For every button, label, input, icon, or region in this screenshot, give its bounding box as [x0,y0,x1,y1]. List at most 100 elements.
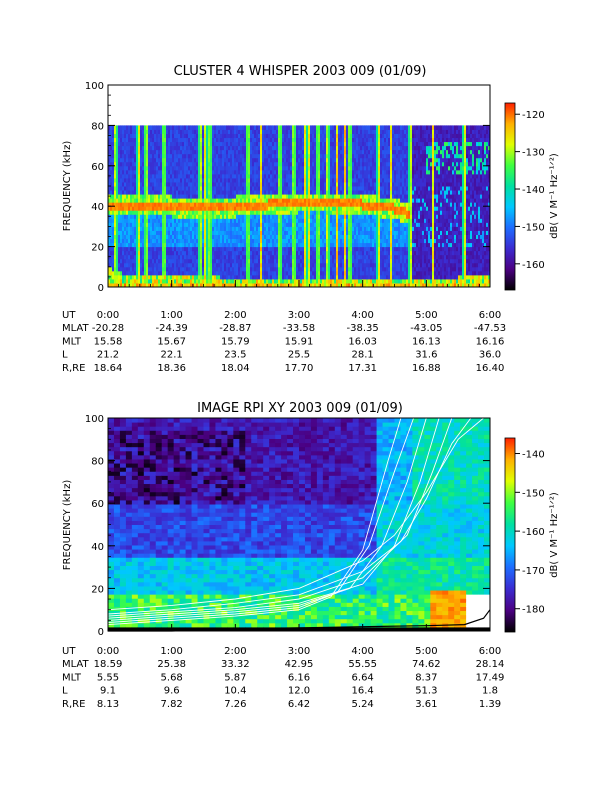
spectrogram-cell [326,214,329,219]
spectrogram-cell [346,145,349,151]
spectrogram-cell [294,262,297,268]
spectrogram-cell [356,266,359,272]
spectrogram-cell [290,242,293,248]
spectrogram-cell [320,218,323,223]
spectrogram-cell [254,266,257,272]
spectrogram-cell [268,254,271,260]
spectrogram-cell [334,206,337,211]
spectrogram-cell [204,234,207,240]
spectrogram-cell [232,230,235,235]
spectrogram-cell [222,181,225,187]
spectrogram-cell [318,274,321,280]
spectrogram-cell [188,141,191,147]
spectrogram-cell [194,145,197,151]
spectrogram-cell [134,226,137,231]
spectrogram-cell [306,141,309,147]
spectrogram-cell [268,194,271,199]
spectrogram-cell [126,214,129,219]
spectrogram-cell [276,214,279,219]
spectrogram-cell [174,186,177,191]
spectrogram-cell [208,250,211,256]
spectrogram-cell [286,198,289,203]
spectrogram-cell [336,129,339,134]
spectrogram-cell [108,181,111,187]
spectrogram-cell [206,222,209,227]
spectrogram-cell [256,250,259,256]
spectrogram-cell [230,210,233,215]
spectrogram-cell [350,153,353,159]
spectrogram-cell [208,282,211,288]
spectrogram-cell [220,226,223,231]
spectrogram-cell [220,202,223,207]
spectrogram-cell [162,198,165,203]
spectrogram-cell [314,214,317,219]
spectrogram-cell [258,133,261,139]
spectrogram-cell [292,222,295,227]
spectrogram-cell [292,270,295,276]
spectrogram-cell [230,141,233,147]
spectrogram-cell [268,157,271,163]
spectrogram-cell [308,230,311,235]
spectrogram-cell [254,250,257,256]
spectrogram-cell [280,282,283,288]
spectrogram-cell [344,230,347,235]
spectrogram-cell [322,153,325,159]
spectrogram-cell [324,173,327,179]
spectrogram-cell [330,278,333,284]
spectrogram-cell [114,266,117,272]
spectrogram-cell [330,262,333,268]
spectrogram-cell [306,246,309,252]
spectrogram-cell [140,270,143,276]
spectrogram-cell [152,194,155,199]
spectrogram-cell [184,266,187,272]
spectrogram-cell [228,250,231,256]
spectrogram-cell [294,149,297,155]
spectrogram-cell [110,169,113,175]
spectrogram-cell [282,198,285,203]
spectrogram-cell [256,238,259,244]
spectrogram-cell [244,177,247,183]
spectrogram-cell [356,194,359,199]
spectrogram-cell [242,161,245,167]
spectrogram-cell [314,278,317,284]
spectrogram-cell [166,234,169,240]
spectrogram-cell [144,270,147,276]
spectrogram-cell [192,278,195,284]
spectrogram-cell [162,266,165,272]
spectrogram-cell [326,194,329,199]
spectrogram-cell [294,177,297,183]
spectrogram-cell [176,133,179,139]
spectrogram-cell [136,270,139,276]
spectrogram-cell [256,226,259,231]
spectrogram-cell [324,186,327,191]
spectrogram-cell [154,230,157,235]
spectrogram-cell [232,242,235,248]
spectrogram-cell [316,153,319,159]
spectrogram-cell [186,218,189,223]
spectrogram-cell [340,190,343,195]
spectrogram-cell [276,181,279,187]
spectrogram-cell [260,177,263,183]
spectrogram-cell [146,246,149,252]
spectrogram-cell [304,202,307,207]
spectrogram-cell [318,129,321,134]
spectrogram-cell [138,214,141,219]
spectrogram-cell [244,190,247,195]
spectrogram-cell [242,137,245,143]
spectrogram-cell [300,145,303,151]
spectrogram-cell [232,226,235,231]
spectrogram-cell [278,238,281,244]
spectrogram-cell [306,190,309,195]
spectrogram-cell [356,145,359,151]
spectrogram-cell [200,254,203,260]
spectrogram-cell [222,218,225,223]
spectrogram-cell [132,270,135,276]
spectrogram-cell [216,270,219,276]
spectrogram-cell [118,222,121,227]
spectrogram-cell [218,222,221,227]
spectrogram-cell [298,141,301,147]
spectrogram-cell [266,234,269,240]
spectrogram-cell [324,222,327,227]
spectrogram-cell [262,173,265,179]
spectrogram-cell [352,238,355,244]
